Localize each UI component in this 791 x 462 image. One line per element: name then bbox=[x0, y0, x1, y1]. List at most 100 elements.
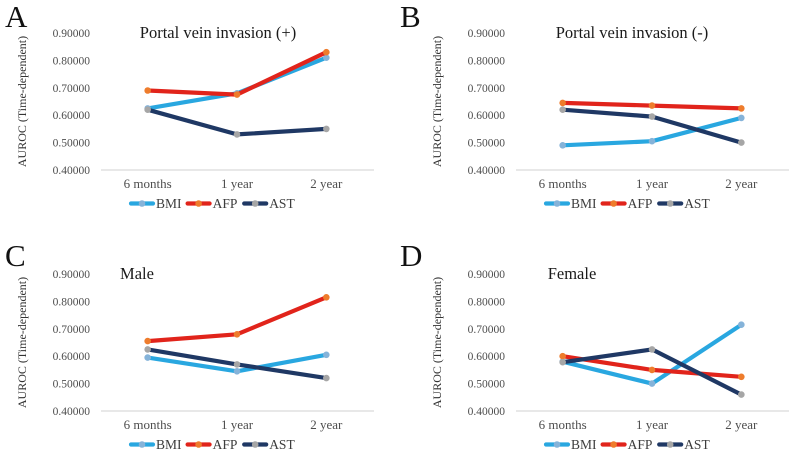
panel-b: AUROC (Time-dependent) 0.90000 0.80000 0.70… bbox=[395, 0, 791, 231]
chart-portal-vein-invasion-positive: AUROC (Time-dependent) 0.90000 0.80000 0.70… bbox=[15, 23, 374, 211]
x-category-label: 6 months bbox=[124, 417, 172, 432]
ast-marker bbox=[559, 358, 566, 366]
ast-legend-marker bbox=[251, 441, 259, 448]
chart-title: Male bbox=[120, 264, 154, 283]
y-tick-label: 0.90000 bbox=[53, 28, 91, 40]
y-tick-label: 0.50000 bbox=[53, 138, 91, 150]
bmi-marker bbox=[323, 54, 330, 61]
afp-marker bbox=[559, 352, 566, 360]
y-tick-label: 0.70000 bbox=[468, 83, 506, 95]
y-tick-label: 0.50000 bbox=[468, 138, 506, 150]
panel-letter-b: B bbox=[400, 0, 421, 34]
y-tick-label: 0.80000 bbox=[53, 296, 91, 308]
bmi-legend-label: BMI bbox=[156, 437, 182, 452]
ast-marker bbox=[738, 139, 745, 146]
ast-marker bbox=[323, 374, 330, 382]
ast-legend-label: AST bbox=[269, 196, 295, 211]
ast-marker bbox=[738, 391, 745, 398]
bmi-legend-marker bbox=[138, 441, 146, 448]
bmi-legend-label: BMI bbox=[156, 196, 182, 211]
ast-marker bbox=[233, 131, 241, 138]
ast-marker bbox=[559, 106, 566, 113]
ast-marker bbox=[648, 113, 656, 120]
bmi-marker bbox=[323, 351, 330, 359]
y-axis-title: AUROC (Time-dependent) bbox=[430, 277, 444, 408]
chart-title: Female bbox=[548, 264, 597, 283]
chart-title: Portal vein invasion (+) bbox=[140, 23, 296, 42]
bmi-legend-marker bbox=[553, 200, 561, 207]
afp-marker bbox=[559, 99, 566, 107]
afp-legend-label: AFP bbox=[628, 196, 653, 211]
y-tick-label: 0.40000 bbox=[468, 165, 506, 177]
y-axis-title: AUROC (Time-dependent) bbox=[430, 36, 444, 167]
afp-legend-marker bbox=[610, 200, 617, 207]
afp-marker bbox=[233, 331, 241, 338]
bmi-marker bbox=[648, 137, 656, 145]
y-tick-label: 0.50000 bbox=[468, 379, 506, 391]
y-tick-label: 0.40000 bbox=[53, 165, 91, 177]
y-tick-label: 0.70000 bbox=[53, 83, 91, 95]
afp-marker bbox=[738, 105, 745, 112]
bmi-legend-label: BMI bbox=[571, 196, 597, 211]
panel-c: AUROC (Time-dependent) 0.90000 0.80000 0.70… bbox=[0, 231, 396, 462]
y-tick-label: 0.90000 bbox=[468, 28, 506, 40]
bmi-marker bbox=[738, 321, 745, 328]
x-category-label: 6 months bbox=[539, 417, 587, 432]
x-category-label: 6 months bbox=[539, 176, 587, 191]
y-axis-title: AUROC (Time-dependent) bbox=[15, 277, 29, 408]
afp-legend-marker bbox=[195, 200, 202, 207]
panel-letter-c: C bbox=[5, 238, 26, 273]
x-category-label: 1 year bbox=[636, 176, 669, 191]
x-category-label: 1 year bbox=[636, 417, 669, 432]
panel-d: AUROC (Time-dependent) 0.90000 0.80000 0.70… bbox=[395, 231, 791, 462]
afp-legend-label: AFP bbox=[628, 437, 653, 452]
x-category-label: 2 year bbox=[310, 417, 343, 432]
x-category-label: 1 year bbox=[221, 176, 254, 191]
x-category-label: 2 year bbox=[725, 417, 758, 432]
y-tick-label: 0.40000 bbox=[468, 406, 506, 418]
y-axis-title: AUROC (Time-dependent) bbox=[15, 36, 29, 167]
ast-legend-label: AST bbox=[269, 437, 295, 452]
ast-marker bbox=[648, 346, 656, 353]
afp-marker bbox=[144, 87, 151, 94]
afp-legend-label: AFP bbox=[213, 437, 238, 452]
y-tick-label: 0.90000 bbox=[53, 269, 91, 281]
y-tick-label: 0.60000 bbox=[53, 110, 91, 122]
x-category-label: 1 year bbox=[221, 417, 254, 432]
panel-letter-a: A bbox=[5, 0, 28, 34]
y-tick-label: 0.60000 bbox=[53, 351, 91, 363]
afp-legend-marker bbox=[610, 441, 617, 448]
ast-marker bbox=[233, 361, 241, 368]
chart-portal-vein-invasion-negative: AUROC (Time-dependent) 0.90000 0.80000 0.70… bbox=[430, 23, 789, 211]
bmi-legend-marker bbox=[138, 200, 146, 207]
afp-marker bbox=[144, 337, 151, 345]
y-tick-label: 0.80000 bbox=[468, 296, 506, 308]
ast-marker bbox=[144, 346, 151, 353]
y-tick-label: 0.70000 bbox=[53, 324, 91, 336]
afp-legend-label: AFP bbox=[213, 196, 238, 211]
ast-line bbox=[145, 107, 329, 137]
afp-legend-marker bbox=[195, 441, 202, 448]
ast-legend-marker bbox=[666, 441, 674, 448]
y-tick-label: 0.40000 bbox=[53, 406, 91, 418]
afp-marker bbox=[648, 366, 656, 374]
x-category-label: 6 months bbox=[124, 176, 172, 191]
ast-legend-marker bbox=[666, 200, 674, 207]
y-tick-label: 0.70000 bbox=[468, 324, 506, 336]
bmi-marker bbox=[738, 114, 745, 122]
y-tick-label: 0.80000 bbox=[468, 55, 506, 67]
bmi-marker bbox=[144, 354, 151, 361]
bmi-marker bbox=[233, 368, 241, 375]
chart-male: AUROC (Time-dependent) 0.90000 0.80000 0.70… bbox=[15, 264, 374, 452]
ast-legend-label: AST bbox=[684, 196, 710, 211]
chart-female: AUROC (Time-dependent) 0.90000 0.80000 0.70… bbox=[430, 264, 789, 452]
y-tick-label: 0.60000 bbox=[468, 110, 506, 122]
panel-letter-d: D bbox=[400, 238, 423, 273]
panel-a: AUROC (Time-dependent) 0.90000 0.80000 0.70… bbox=[0, 0, 396, 231]
y-tick-label: 0.60000 bbox=[468, 351, 506, 363]
afp-marker bbox=[738, 373, 745, 381]
afp-marker bbox=[233, 91, 241, 98]
afp-line bbox=[145, 50, 329, 97]
y-tick-label: 0.80000 bbox=[53, 55, 91, 67]
